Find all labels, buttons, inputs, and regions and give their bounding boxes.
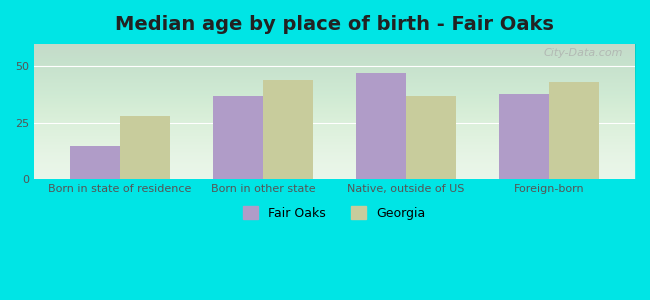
Bar [549, 82, 599, 179]
Legend: Fair Oaks, Georgia: Fair Oaks, Georgia [239, 201, 430, 225]
Text: City-Data.com: City-Data.com [543, 48, 623, 58]
Bar [263, 80, 313, 179]
Bar [499, 94, 549, 179]
Bar [70, 146, 120, 179]
Bar [213, 96, 263, 179]
Title: Median age by place of birth - Fair Oaks: Median age by place of birth - Fair Oaks [115, 15, 554, 34]
Bar [406, 96, 456, 179]
Bar [356, 73, 406, 179]
Bar [120, 116, 170, 179]
